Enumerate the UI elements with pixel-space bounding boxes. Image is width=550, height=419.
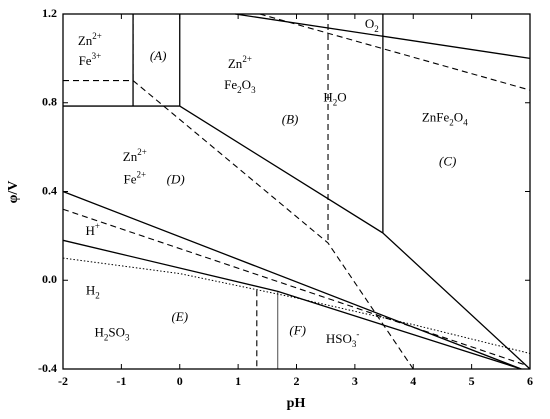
- region-label: (A): [150, 48, 167, 63]
- label-part: 2: [237, 85, 242, 95]
- label-part: (A): [150, 48, 167, 63]
- label-part: H: [86, 282, 95, 297]
- y-tick-label: 0.0: [42, 272, 57, 286]
- label-part: ZnFe: [422, 109, 450, 124]
- label-part: 2+: [242, 54, 252, 64]
- region-label: Fe3+: [79, 51, 102, 68]
- region-label: Zn2+: [228, 54, 252, 71]
- region-label: (B): [282, 111, 299, 126]
- boundary-line: [62, 190, 522, 370]
- label-part: O: [337, 89, 346, 104]
- label-part: 3: [251, 85, 256, 95]
- label-part: H: [323, 89, 332, 104]
- label-part: 3: [125, 333, 130, 343]
- region-label: (F): [289, 322, 306, 337]
- boundary-line: [62, 257, 531, 354]
- label-part: Fe: [79, 53, 92, 68]
- x-tick-label: 1: [235, 374, 241, 388]
- y-tick-label: 0.4: [42, 183, 57, 197]
- label-part: (B): [282, 111, 299, 126]
- x-tick-label: 6: [527, 374, 533, 388]
- region-label: HSO3-: [326, 329, 360, 349]
- region-label: ZnFe2O4: [422, 109, 468, 127]
- label-part: (D): [167, 171, 185, 186]
- boundary-line: [62, 208, 525, 366]
- region-label: Fe2+: [124, 169, 147, 186]
- label-part: 2: [333, 97, 338, 107]
- region-label: (D): [167, 171, 185, 186]
- region-label: H2O: [323, 89, 346, 107]
- x-tick-label: 4: [410, 374, 416, 388]
- label-part: (C): [439, 154, 456, 169]
- label-part: Zn: [228, 56, 243, 71]
- y-tick-label: 1.2: [42, 6, 57, 20]
- region-label: H2: [86, 282, 100, 300]
- x-tick-label: -2: [58, 374, 68, 388]
- y-tick-label: -0.4: [38, 361, 57, 375]
- region-label: H+: [86, 221, 100, 238]
- label-part: 3: [352, 339, 357, 349]
- label-part: O: [454, 109, 463, 124]
- x-tick-label: 3: [352, 374, 358, 388]
- label-part: Zn: [123, 149, 138, 164]
- label-part: Fe: [224, 77, 237, 92]
- label-part: 4: [463, 117, 468, 127]
- region-label: H2SO3: [95, 324, 131, 342]
- region-label: Zn2+: [123, 147, 147, 164]
- label-part: H: [86, 223, 95, 238]
- label-part: HSO: [326, 331, 352, 346]
- y-tick-label: 0.8: [42, 95, 57, 109]
- region-label: (C): [439, 154, 456, 169]
- label-part: 2: [104, 333, 109, 343]
- label-part: 2+: [137, 147, 147, 157]
- boundary-line: [62, 239, 522, 370]
- label-part: +: [95, 221, 100, 231]
- label-part: (F): [289, 322, 306, 337]
- region-label: O2: [365, 16, 379, 34]
- label-part: SO: [108, 324, 125, 339]
- boundary-line: [179, 105, 531, 370]
- label-part: O: [365, 16, 374, 31]
- label-part: 2: [374, 24, 379, 34]
- label-part: -: [356, 329, 359, 339]
- label-part: O: [242, 77, 251, 92]
- x-tick-label: 5: [469, 374, 475, 388]
- x-tick-label: 0: [177, 374, 183, 388]
- label-part: 2+: [92, 31, 102, 41]
- label-part: 2: [449, 117, 454, 127]
- label-part: H: [95, 324, 104, 339]
- region-label: (E): [171, 309, 188, 324]
- x-axis-title: pH: [287, 396, 306, 411]
- region-label: Zn2+: [78, 31, 102, 48]
- x-tick-label: -1: [116, 374, 126, 388]
- label-part: Zn: [78, 33, 93, 48]
- label-part: 2: [95, 290, 100, 300]
- region-label: Fe2O3: [224, 77, 256, 95]
- label-part: 2+: [137, 169, 147, 179]
- label-part: (E): [171, 309, 188, 324]
- label-part: Fe: [124, 171, 137, 186]
- y-axis-title: φ/V: [6, 181, 21, 204]
- boundary-line: [259, 13, 531, 91]
- label-part: 3+: [92, 51, 102, 61]
- boundary-line: [132, 80, 414, 370]
- x-tick-label: 2: [294, 374, 300, 388]
